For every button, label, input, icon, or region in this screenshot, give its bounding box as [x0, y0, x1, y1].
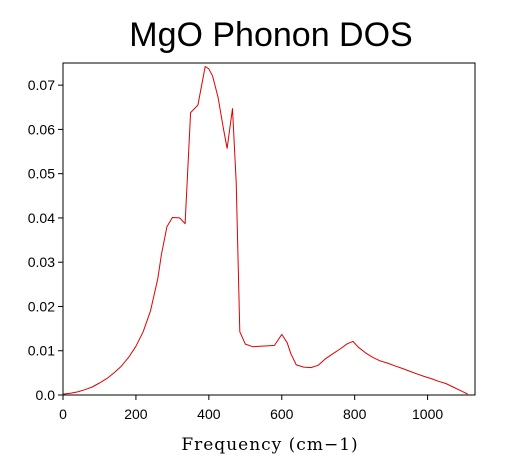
plot-frame	[62, 62, 476, 396]
y-axis: 0.0 0.01 0.02 0.03 0.04 0.05 0.06 0.07	[28, 77, 63, 403]
x-axis: 0 200 400 600 800 1000	[59, 395, 443, 422]
y-tick-label: 0.06	[28, 121, 55, 137]
y-tick-label: 0.03	[28, 254, 55, 270]
y-tick-label: 0.07	[28, 77, 55, 93]
x-tick-label: 200	[124, 406, 148, 422]
chart-title: MgO Phonon DOS	[129, 16, 412, 54]
y-tick-label: 0.04	[28, 210, 55, 226]
x-tick-label: 0	[59, 406, 67, 422]
dos-series-line	[62, 66, 468, 395]
y-tick-label: 0.05	[28, 166, 55, 182]
x-tick-label: 800	[343, 406, 367, 422]
x-tick-label: 1000	[412, 406, 443, 422]
y-tick-label: 0.0	[36, 387, 56, 403]
x-tick-label: 400	[197, 406, 221, 422]
plot-area	[62, 66, 468, 395]
y-tick-label: 0.01	[28, 343, 55, 359]
x-axis-label: Frequency (cm−1)	[181, 435, 358, 455]
y-tick-label: 0.02	[28, 298, 55, 314]
x-tick-label: 600	[270, 406, 294, 422]
